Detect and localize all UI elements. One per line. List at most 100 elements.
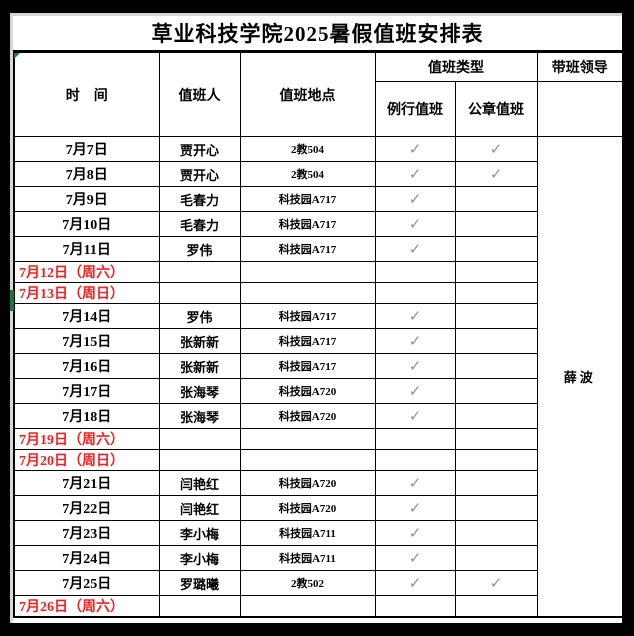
date-cell[interactable]: 7月12日（周六） — [13, 261, 160, 283]
seal-check-cell[interactable] — [454, 403, 538, 429]
place-cell[interactable]: 科技园A717 — [239, 353, 376, 379]
person-cell[interactable]: 贾开心 — [158, 161, 241, 187]
routine-check-cell[interactable]: ✓ — [374, 353, 456, 379]
seal-check-cell[interactable] — [454, 303, 538, 329]
person-cell[interactable]: 李小梅 — [158, 545, 241, 571]
header-duty-type[interactable]: 值班类型 — [374, 52, 538, 82]
routine-check-cell[interactable]: ✓ — [374, 520, 456, 546]
place-cell[interactable] — [239, 282, 376, 304]
routine-check-cell[interactable]: ✓ — [374, 136, 456, 162]
leader-cell[interactable]: 薛波 — [536, 136, 622, 618]
date-cell[interactable]: 7月24日 — [13, 545, 160, 571]
person-cell[interactable]: 李小梅 — [158, 520, 241, 546]
seal-check-cell[interactable] — [454, 328, 538, 354]
routine-check-cell[interactable]: ✓ — [374, 211, 456, 237]
seal-check-cell[interactable] — [454, 236, 538, 262]
person-cell[interactable] — [158, 282, 241, 304]
person-cell[interactable] — [158, 449, 241, 471]
title-cell[interactable]: 草业科技学院2025暑假值班安排表 — [13, 16, 622, 52]
person-cell[interactable] — [158, 428, 241, 450]
place-cell[interactable]: 科技园A711 — [239, 545, 376, 571]
seal-check-cell[interactable] — [454, 449, 538, 471]
routine-check-cell[interactable] — [374, 595, 456, 618]
routine-check-cell[interactable]: ✓ — [374, 378, 456, 404]
seal-check-cell[interactable]: ✓ — [454, 570, 538, 596]
place-cell[interactable]: 科技园A720 — [239, 495, 376, 521]
seal-check-cell[interactable] — [454, 495, 538, 521]
routine-check-cell[interactable] — [374, 449, 456, 471]
person-cell[interactable]: 张新新 — [158, 353, 241, 379]
date-cell[interactable]: 7月23日 — [13, 520, 160, 546]
date-cell[interactable]: 7月7日 — [13, 136, 160, 162]
routine-check-cell[interactable]: ✓ — [374, 328, 456, 354]
date-cell[interactable]: 7月17日 — [13, 378, 160, 404]
date-cell[interactable]: 7月11日 — [13, 236, 160, 262]
place-cell[interactable] — [239, 261, 376, 283]
header-person[interactable]: 值班人 — [158, 52, 241, 137]
place-cell[interactable]: 2教502 — [239, 570, 376, 596]
date-cell[interactable]: 7月19日（周六） — [13, 428, 160, 450]
header-time[interactable]: 时 间 — [13, 52, 160, 137]
place-cell[interactable] — [239, 449, 376, 471]
place-cell[interactable]: 科技园A720 — [239, 403, 376, 429]
routine-check-cell[interactable]: ✓ — [374, 403, 456, 429]
date-cell[interactable]: 7月21日 — [13, 470, 160, 496]
routine-check-cell[interactable]: ✓ — [374, 495, 456, 521]
header-place[interactable]: 值班地点 — [239, 52, 376, 137]
place-cell[interactable]: 科技园A720 — [239, 470, 376, 496]
routine-check-cell[interactable] — [374, 282, 456, 304]
date-cell[interactable]: 7月8日 — [13, 161, 160, 187]
seal-check-cell[interactable] — [454, 261, 538, 283]
routine-check-cell[interactable]: ✓ — [374, 545, 456, 571]
header-leader-sub-empty[interactable] — [536, 81, 622, 137]
person-cell[interactable]: 罗璐曦 — [158, 570, 241, 596]
seal-check-cell[interactable] — [454, 520, 538, 546]
place-cell[interactable] — [239, 428, 376, 450]
place-cell[interactable] — [239, 595, 376, 618]
header-routine-duty[interactable]: 例行值班 — [374, 81, 456, 137]
person-cell[interactable]: 闫艳红 — [158, 495, 241, 521]
person-cell[interactable]: 闫艳红 — [158, 470, 241, 496]
routine-check-cell[interactable] — [374, 428, 456, 450]
person-cell[interactable]: 罗伟 — [158, 303, 241, 329]
routine-check-cell[interactable]: ✓ — [374, 236, 456, 262]
place-cell[interactable]: 科技园A711 — [239, 520, 376, 546]
seal-check-cell[interactable] — [454, 378, 538, 404]
place-cell[interactable]: 科技园A717 — [239, 303, 376, 329]
person-cell[interactable]: 毛春力 — [158, 211, 241, 237]
person-cell[interactable]: 张新新 — [158, 328, 241, 354]
routine-check-cell[interactable]: ✓ — [374, 303, 456, 329]
person-cell[interactable]: 罗伟 — [158, 236, 241, 262]
place-cell[interactable]: 科技园A717 — [239, 211, 376, 237]
date-cell[interactable]: 7月18日 — [13, 403, 160, 429]
person-cell[interactable]: 毛春力 — [158, 186, 241, 212]
routine-check-cell[interactable]: ✓ — [374, 161, 456, 187]
seal-check-cell[interactable] — [454, 211, 538, 237]
date-cell[interactable]: 7月20日（周日） — [13, 449, 160, 471]
person-cell[interactable]: 张海琴 — [158, 403, 241, 429]
person-cell[interactable]: 贾开心 — [158, 136, 241, 162]
date-cell[interactable]: 7月10日 — [13, 211, 160, 237]
seal-check-cell[interactable] — [454, 282, 538, 304]
seal-check-cell[interactable] — [454, 595, 538, 618]
date-cell[interactable]: 7月25日 — [13, 570, 160, 596]
seal-check-cell[interactable] — [454, 545, 538, 571]
seal-check-cell[interactable] — [454, 353, 538, 379]
seal-check-cell[interactable]: ✓ — [454, 161, 538, 187]
header-leader[interactable]: 带班领导 — [536, 52, 622, 82]
routine-check-cell[interactable]: ✓ — [374, 470, 456, 496]
place-cell[interactable]: 科技园A717 — [239, 328, 376, 354]
seal-check-cell[interactable] — [454, 428, 538, 450]
person-cell[interactable] — [158, 261, 241, 283]
seal-check-cell[interactable] — [454, 186, 538, 212]
place-cell[interactable]: 科技园A717 — [239, 186, 376, 212]
routine-check-cell[interactable] — [374, 261, 456, 283]
date-cell[interactable]: 7月22日 — [13, 495, 160, 521]
place-cell[interactable]: 2教504 — [239, 161, 376, 187]
date-cell[interactable]: 7月26日（周六） — [13, 595, 160, 618]
routine-check-cell[interactable]: ✓ — [374, 570, 456, 596]
date-cell[interactable]: 7月13日（周日） — [13, 282, 160, 304]
header-seal-duty[interactable]: 公章值班 — [454, 81, 538, 137]
place-cell[interactable]: 2教504 — [239, 136, 376, 162]
place-cell[interactable]: 科技园A717 — [239, 236, 376, 262]
